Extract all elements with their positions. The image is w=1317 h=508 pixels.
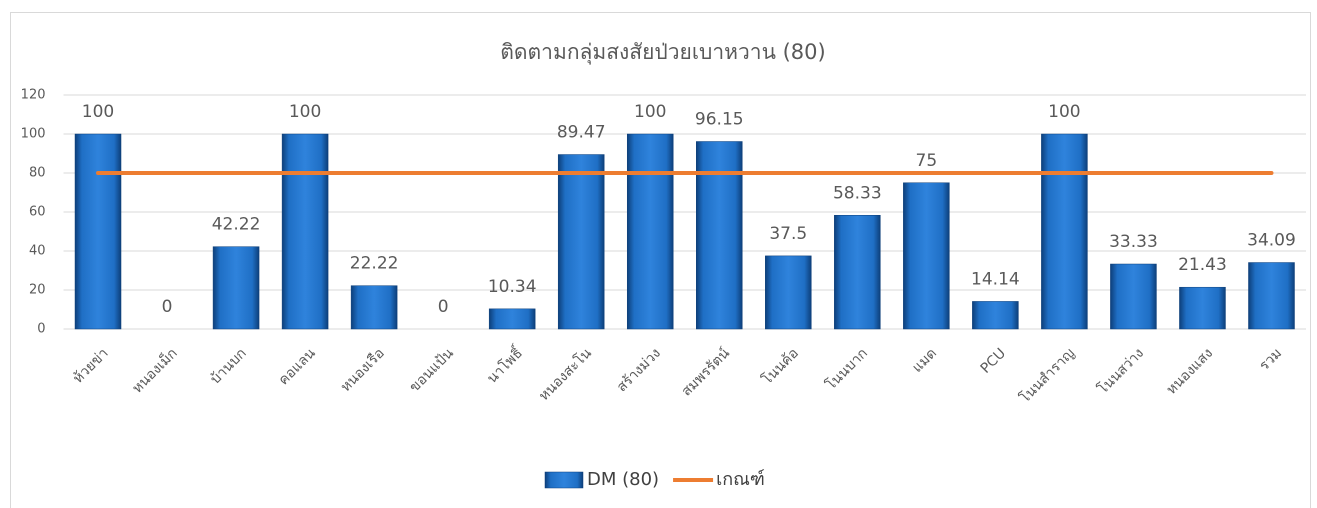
legend-marker xyxy=(544,471,584,489)
data-label: 42.22 xyxy=(212,215,261,235)
data-label: 22.22 xyxy=(350,254,399,274)
bar xyxy=(1041,133,1088,330)
data-label: 33.33 xyxy=(1109,232,1158,252)
bar xyxy=(1179,286,1226,330)
data-label: 100 xyxy=(82,102,114,122)
data-label: 100 xyxy=(1048,102,1080,122)
legend-label: DM (80) xyxy=(587,469,659,490)
chart-title: ติดตามกลุ่มสงสัยป่วยเบาหวาน (80) xyxy=(500,40,825,65)
y-tick-label: 20 xyxy=(29,283,46,298)
y-tick-label: 60 xyxy=(29,205,46,220)
bar xyxy=(765,255,812,330)
data-label: 10.34 xyxy=(488,277,537,297)
bar xyxy=(281,133,329,330)
bar xyxy=(212,246,260,330)
data-label: 100 xyxy=(634,102,666,122)
bar xyxy=(488,308,536,330)
y-tick-label: 100 xyxy=(21,127,46,142)
data-label: 37.5 xyxy=(769,224,807,244)
y-tick-label: 0 xyxy=(37,322,45,337)
y-tick-label: 40 xyxy=(29,244,46,259)
bar xyxy=(626,133,674,330)
y-tick-label: 120 xyxy=(21,88,46,103)
legend-label: เกณฑ์ xyxy=(716,469,765,490)
bar xyxy=(834,215,881,330)
data-label: 0 xyxy=(162,297,173,317)
bar xyxy=(557,154,605,330)
y-tick-label: 80 xyxy=(29,166,46,181)
bar xyxy=(903,182,950,330)
data-label: 58.33 xyxy=(833,183,882,203)
data-label: 75 xyxy=(916,151,938,171)
data-label: 14.14 xyxy=(971,269,1020,289)
bar xyxy=(972,301,1019,330)
data-label: 21.43 xyxy=(1178,255,1227,275)
bar xyxy=(696,141,743,330)
data-label: 100 xyxy=(289,102,321,122)
bar xyxy=(350,285,398,330)
data-label: 96.15 xyxy=(695,110,744,130)
data-label: 34.09 xyxy=(1247,231,1296,251)
data-label: 89.47 xyxy=(557,123,606,143)
data-label: 0 xyxy=(438,297,449,317)
bar xyxy=(1110,263,1157,330)
bar xyxy=(1248,262,1295,330)
bar xyxy=(74,133,122,330)
